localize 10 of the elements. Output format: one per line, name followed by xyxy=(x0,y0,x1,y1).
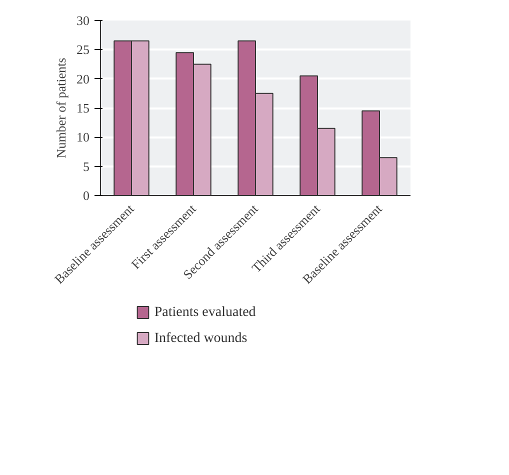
y-tick-label: 5 xyxy=(83,158,90,174)
y-tick-label: 10 xyxy=(76,130,90,145)
legend-label: Infected wounds xyxy=(154,331,248,346)
y-axis-title: Number of patients xyxy=(54,58,68,158)
y-tick-label: 30 xyxy=(76,13,90,28)
legend-label: Patients evaluated xyxy=(154,305,256,320)
y-tick-label: 0 xyxy=(83,188,90,203)
y-tick-label: 15 xyxy=(76,100,90,116)
y-tick-label: 20 xyxy=(76,71,90,86)
y-tick-label: 25 xyxy=(76,42,90,58)
